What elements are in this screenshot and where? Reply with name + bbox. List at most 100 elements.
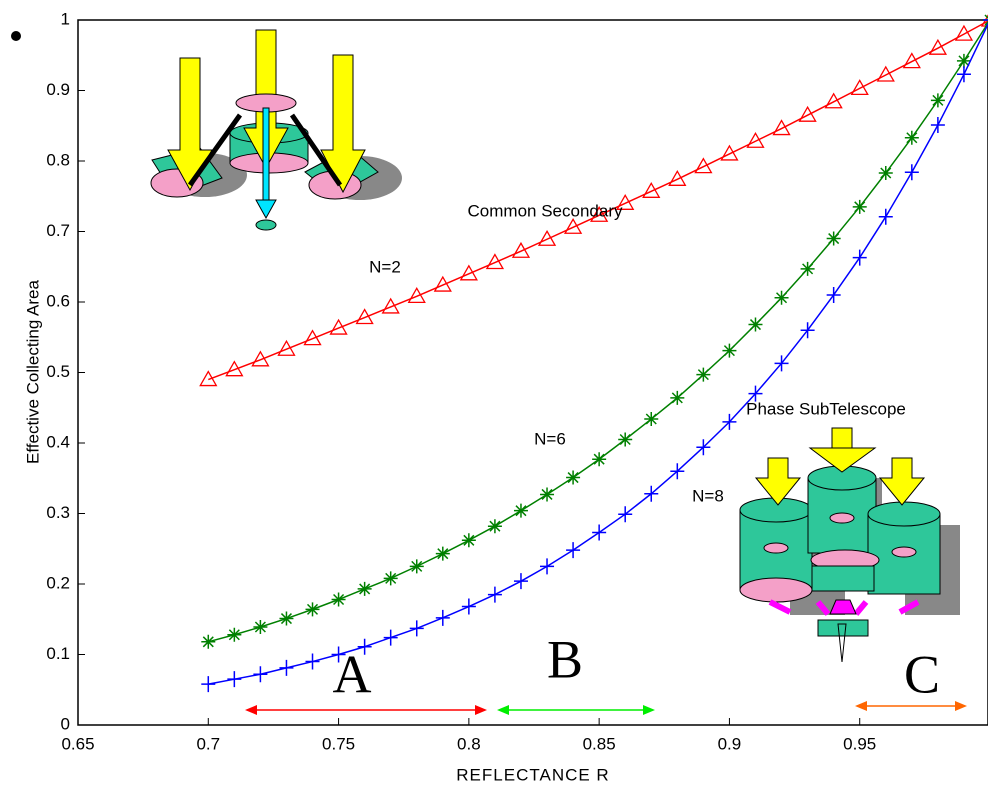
marker (279, 659, 294, 676)
marker (487, 586, 502, 603)
marker (201, 676, 216, 693)
marker (902, 52, 921, 69)
marker (904, 164, 919, 181)
marker (772, 119, 791, 136)
marker (303, 329, 322, 346)
marker (748, 317, 763, 332)
marker (592, 524, 607, 541)
annotation: B (547, 629, 583, 689)
marker (225, 360, 244, 377)
marker (407, 287, 426, 304)
marker (670, 390, 685, 405)
y-tick-label: 0.9 (46, 80, 70, 99)
marker (459, 264, 478, 281)
marker (253, 666, 268, 683)
x-tick-label: 0.85 (583, 734, 616, 753)
marker (694, 157, 713, 174)
series-label: N=6 (534, 429, 566, 448)
marker (748, 385, 763, 402)
marker (566, 470, 581, 485)
marker (590, 205, 609, 222)
y-tick-label: 0.1 (46, 644, 70, 663)
arrow-head (855, 701, 967, 711)
marker (980, 14, 988, 27)
marker (878, 165, 893, 180)
marker (383, 629, 398, 646)
marker (850, 79, 869, 96)
marker (485, 253, 505, 270)
marker (227, 627, 242, 642)
marker (670, 463, 685, 480)
marker (409, 620, 424, 637)
marker (800, 261, 815, 276)
x-tick-label: 0.7 (196, 734, 220, 753)
marker (433, 275, 452, 292)
series-label: N=8 (692, 486, 724, 505)
marker (305, 653, 320, 670)
marker (956, 66, 971, 83)
plot-frame (77, 19, 988, 726)
marker (956, 53, 971, 68)
y-tick-label: 0.5 (46, 362, 70, 381)
marker (381, 297, 400, 314)
marker (540, 487, 555, 502)
marker (487, 519, 502, 534)
y-tick-label: 0.4 (46, 432, 70, 451)
marker (563, 217, 583, 234)
marker (513, 503, 528, 518)
marker (930, 117, 945, 134)
marker (279, 611, 294, 626)
annotation: Common Secondary (468, 201, 623, 220)
marker (904, 130, 919, 145)
marker (435, 546, 450, 561)
marker (435, 609, 450, 626)
marker (618, 506, 633, 523)
marker (331, 646, 346, 663)
marker (357, 638, 372, 655)
annotation: C (904, 644, 940, 704)
y-tick-label: 1 (61, 9, 70, 28)
marker (774, 290, 789, 305)
marker (199, 370, 218, 387)
marker (355, 308, 374, 325)
marker (644, 412, 659, 427)
marker (746, 131, 765, 148)
x-tick-label: 0.65 (61, 734, 94, 753)
marker (930, 93, 945, 108)
bullet (11, 31, 21, 41)
marker (826, 286, 841, 303)
y-tick-label: 0.2 (46, 573, 70, 592)
marker (774, 355, 789, 372)
series-line (208, 20, 988, 381)
marker (800, 322, 815, 339)
marker (305, 602, 320, 617)
marker (824, 92, 843, 109)
marker (722, 413, 737, 430)
marker (409, 559, 424, 574)
common-secondary-icon (150, 29, 402, 231)
marker (983, 19, 988, 21)
y-tick-label: 0.3 (46, 503, 70, 522)
marker (331, 592, 346, 607)
marker (696, 439, 711, 456)
marker (826, 231, 841, 246)
marker (461, 598, 476, 615)
y-tick-label: 0.6 (46, 291, 70, 310)
y-tick-label: 0 (61, 714, 70, 733)
x-axis-label: REFLECTANCE R (456, 765, 609, 784)
marker (954, 24, 974, 41)
annotation: A (333, 644, 372, 704)
x-tick-label: 0.9 (718, 734, 742, 753)
marker (566, 542, 581, 559)
marker (513, 573, 528, 590)
marker (642, 182, 661, 198)
marker (592, 452, 607, 467)
marker (852, 199, 867, 214)
marker (720, 144, 739, 161)
marker (251, 350, 270, 367)
marker (201, 634, 216, 649)
marker (878, 208, 893, 225)
marker (329, 318, 348, 335)
marker (461, 533, 476, 548)
